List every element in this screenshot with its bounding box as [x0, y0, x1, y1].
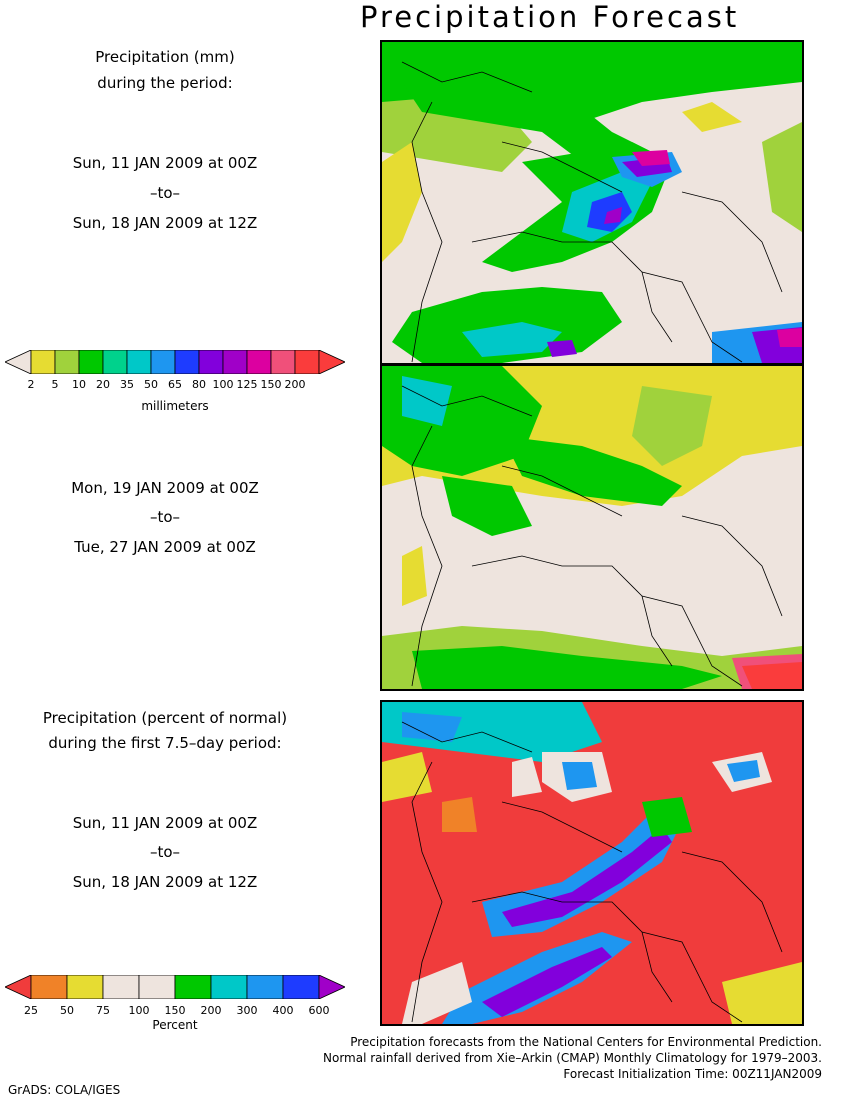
colorbar-percent-tick-label: 25 — [24, 1004, 38, 1017]
footer-line-init-time: Forecast Initialization Time: 00Z11JAN20… — [563, 1067, 822, 1081]
precip-map-week2 — [380, 364, 804, 691]
colorbar-mm-swatch — [222, 350, 248, 374]
precip-map-week1 — [380, 40, 804, 365]
colorbar-mm-tick-label: 65 — [168, 378, 182, 391]
panel3-subheading: during the first 7.5–day period: — [48, 734, 282, 752]
colorbar-percent-units: Percent — [152, 1018, 198, 1032]
colorbar-mm-swatch — [174, 350, 200, 374]
colorbar-mm-swatch — [30, 350, 56, 374]
colorbar-percent — [5, 975, 345, 999]
colorbar-percent-swatch — [30, 975, 68, 999]
colorbar-percent-swatch — [174, 975, 212, 999]
colorbar-mm-swatch — [78, 350, 104, 374]
percent-normal-map — [380, 700, 804, 1026]
colorbar-mm-under-triangle — [5, 350, 32, 374]
colorbar-percent-under-triangle — [5, 975, 32, 999]
colorbar-mm-tick-label: 100 — [212, 378, 234, 391]
colorbar-mm — [5, 350, 345, 374]
colorbar-mm-labels: 2 5 10 20 35 50 65 80 100 125 150 200 — [0, 378, 350, 392]
panel3-end-date: Sun, 18 JAN 2009 at 12Z — [72, 873, 258, 891]
colorbar-mm-tick-label: 80 — [192, 378, 206, 391]
colorbar-percent-tick-label: 75 — [96, 1004, 110, 1017]
panel1-subheading: during the period: — [97, 74, 233, 92]
panel1-heading: Precipitation (mm) — [95, 48, 235, 66]
page-title: Precipitation Forecast — [360, 0, 740, 34]
colorbar-mm-swatch — [294, 350, 320, 374]
colorbar-mm-tick-label: 125 — [236, 378, 258, 391]
colorbar-percent-swatch — [246, 975, 284, 999]
colorbar-percent-tick-label: 150 — [164, 1004, 186, 1017]
colorbar-mm-swatch — [270, 350, 296, 374]
panel2-end-date: Tue, 27 JAN 2009 at 00Z — [74, 538, 256, 556]
panel1-start-date: Sun, 11 JAN 2009 at 00Z — [72, 154, 258, 172]
colorbar-mm-tick-label: 2 — [27, 378, 35, 391]
colorbar-mm-tick-label: 150 — [260, 378, 282, 391]
colorbar-percent-over-triangle — [318, 975, 345, 999]
footer-notes: Precipitation forecasts from the Nationa… — [323, 1034, 822, 1082]
panel1-separator: –to– — [149, 184, 181, 202]
colorbar-percent-tick-label: 400 — [272, 1004, 294, 1017]
colorbar-percent-swatch — [282, 975, 320, 999]
colorbar-mm-tick-label: 50 — [144, 378, 158, 391]
panel3-separator: –to– — [149, 843, 181, 861]
colorbar-percent-swatch — [102, 975, 140, 999]
colorbar-percent-tick-label: 100 — [128, 1004, 150, 1017]
colorbar-percent-swatch — [138, 975, 176, 999]
panel3-start-date: Sun, 11 JAN 2009 at 00Z — [72, 814, 258, 832]
colorbar-percent-swatch — [66, 975, 104, 999]
colorbar-mm-tick-label: 35 — [120, 378, 134, 391]
colorbar-percent-tick-label: 600 — [308, 1004, 330, 1017]
footer-line-normal: Normal rainfall derived from Xie–Arkin (… — [323, 1051, 822, 1065]
colorbar-mm-over-triangle — [318, 350, 345, 374]
colorbar-mm-units: millimeters — [141, 399, 209, 413]
colorbar-mm-swatch — [150, 350, 176, 374]
colorbar-mm-swatch — [102, 350, 128, 374]
colorbar-mm-swatch — [54, 350, 80, 374]
colorbar-percent-tick-label: 300 — [236, 1004, 258, 1017]
grads-credit: GrADS: COLA/IGES — [8, 1083, 121, 1097]
footer-line-source: Precipitation forecasts from the Nationa… — [350, 1035, 822, 1049]
panel2-start-date: Mon, 19 JAN 2009 at 00Z — [71, 479, 259, 497]
colorbar-mm-tick-label: 200 — [284, 378, 306, 391]
colorbar-percent-tick-label: 50 — [60, 1004, 74, 1017]
colorbar-mm-tick-label: 10 — [72, 378, 86, 391]
colorbar-percent-labels: 25 50 75 100 150 200 300 400 600 — [0, 1004, 350, 1018]
colorbar-mm-swatch — [126, 350, 152, 374]
colorbar-mm-tick-label: 20 — [96, 378, 110, 391]
colorbar-percent-tick-label: 200 — [200, 1004, 222, 1017]
panel2-separator: –to– — [149, 508, 181, 526]
colorbar-percent-swatch — [210, 975, 248, 999]
colorbar-mm-swatch — [198, 350, 224, 374]
colorbar-mm-tick-label: 5 — [51, 378, 59, 391]
panel3-heading: Precipitation (percent of normal) — [42, 709, 288, 727]
panel1-end-date: Sun, 18 JAN 2009 at 12Z — [72, 214, 258, 232]
colorbar-mm-swatch — [246, 350, 272, 374]
